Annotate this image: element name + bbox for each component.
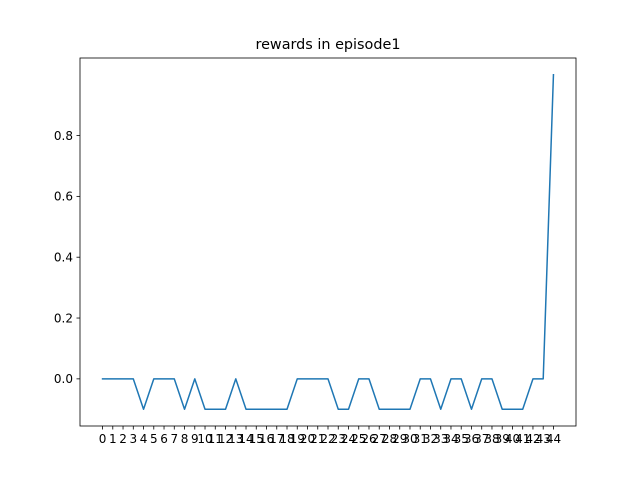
- x-tick-label: 16: [259, 432, 274, 446]
- y-tick-label: 0.6: [54, 190, 73, 204]
- y-tick-label: 0.4: [54, 251, 73, 265]
- series-line-0: [101, 73, 555, 411]
- x-tick-label: 6: [160, 432, 168, 446]
- x-tick-label: 39: [495, 432, 510, 446]
- x-tick-label: 38: [484, 432, 499, 446]
- x-tick-label: 29: [392, 432, 407, 446]
- x-tick-label: 26: [361, 432, 376, 446]
- x-tick-label: 13: [228, 432, 243, 446]
- x-tick-label: 14: [238, 432, 253, 446]
- y-tick-label: 0.8: [54, 129, 73, 143]
- x-tick-label: 5: [150, 432, 158, 446]
- x-tick-label: 10: [197, 432, 212, 446]
- x-tick-label: 42: [525, 432, 540, 446]
- x-tick-label: 4: [140, 432, 148, 446]
- x-tick-label: 31: [413, 432, 428, 446]
- x-tick-label: 8: [181, 432, 189, 446]
- x-tick-label: 12: [218, 432, 233, 446]
- x-tick-label: 27: [372, 432, 387, 446]
- x-tick-label: 35: [454, 432, 469, 446]
- x-tick-label: 43: [536, 432, 551, 446]
- x-tick-label: 18: [279, 432, 294, 446]
- x-tick-label: 19: [290, 432, 305, 446]
- x-tick-label: 3: [129, 432, 137, 446]
- x-tick-label: 30: [402, 432, 417, 446]
- plot-area: [101, 73, 555, 411]
- x-tick-label: 9: [191, 432, 199, 446]
- x-tick-label: 34: [443, 432, 458, 446]
- x-tick-label: 2: [119, 432, 127, 446]
- y-tick-label: 0.2: [54, 311, 73, 325]
- x-tick-label: 25: [351, 432, 366, 446]
- x-tick-label: 15: [249, 432, 264, 446]
- x-tick-label: 28: [382, 432, 397, 446]
- x-tick-label: 37: [474, 432, 489, 446]
- x-tick-label: 40: [505, 432, 520, 446]
- x-tick-label: 17: [269, 432, 284, 446]
- x-tick-label: 32: [423, 432, 438, 446]
- x-tick-label: 41: [515, 432, 530, 446]
- y-tick-label: 0.0: [54, 372, 73, 386]
- x-tick-label: 11: [208, 432, 223, 446]
- x-tick-label: 24: [341, 432, 356, 446]
- chart-title: rewards in episode1: [255, 37, 400, 53]
- x-tick-label: 36: [464, 432, 479, 446]
- x-tick-label: 22: [320, 432, 335, 446]
- x-axis: 0 1 2 3 4 5 6 7 8 9101112131415161718192021222324…: [99, 426, 561, 446]
- x-tick-label: 1: [109, 432, 117, 446]
- y-axis: 0.0 0.2 0.4 0.6 0.8: [54, 129, 80, 386]
- x-tick-label: 20: [300, 432, 315, 446]
- x-tick-label: 33: [433, 432, 448, 446]
- x-tick-label: 7: [170, 432, 178, 446]
- x-tick-label: 23: [331, 432, 346, 446]
- x-tick-label: 44: [546, 432, 561, 446]
- x-tick-label: 0: [99, 432, 107, 446]
- x-tick-label: 21: [310, 432, 325, 446]
